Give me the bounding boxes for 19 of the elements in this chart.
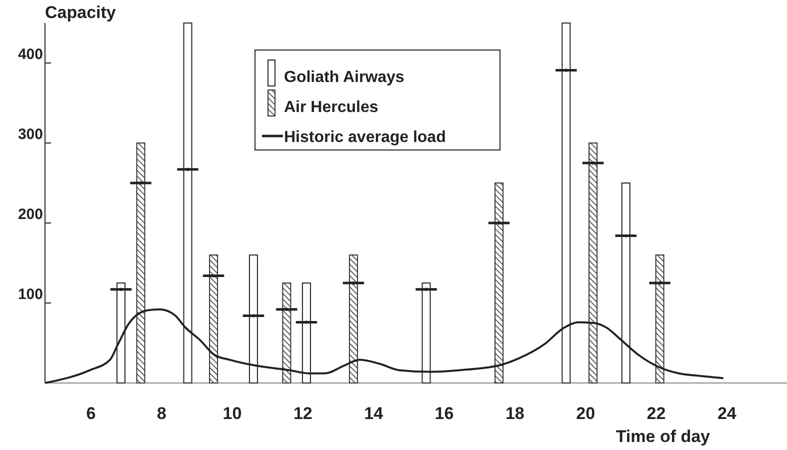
x-tick-label: 22	[646, 404, 666, 423]
x-tick-label: 24	[717, 404, 737, 423]
x-tick-label: 14	[364, 404, 384, 423]
y-tick-label: 400	[18, 46, 43, 63]
legend-label: Historic average load	[284, 129, 446, 146]
x-tick-label: 18	[505, 404, 524, 423]
y-tick-label: 100	[18, 286, 43, 303]
x-tick-label: 20	[576, 404, 596, 423]
x-tick-label: 12	[293, 404, 312, 423]
legend-label: Air Hercules	[284, 99, 378, 116]
y-tick-label: 200	[18, 206, 43, 223]
y-axis-title: Capacity	[45, 3, 116, 22]
x-tick-label: 6	[86, 404, 96, 423]
x-tick-label: 16	[434, 404, 454, 423]
legend-label: Goliath Airways	[284, 69, 404, 86]
x-axis-title: Time of day	[616, 427, 711, 446]
x-tick-label: 10	[222, 404, 242, 423]
y-tick-label: 300	[18, 126, 43, 143]
x-tick-label: 8	[156, 404, 166, 423]
